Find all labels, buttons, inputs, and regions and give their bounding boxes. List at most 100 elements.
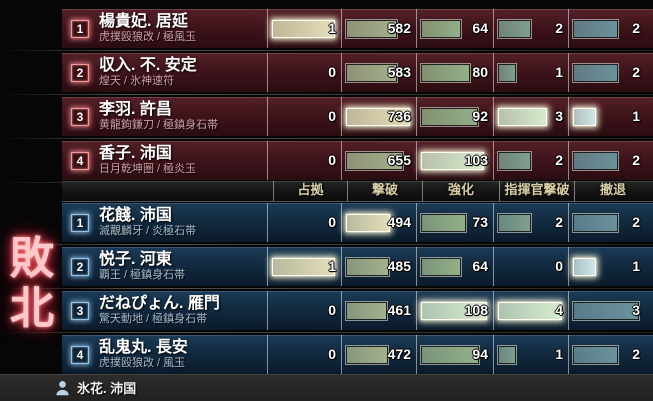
player-loadout: 虎撲殴狼改 / 風玉 [99, 357, 186, 369]
player-name: 李羽. 許昌 [99, 101, 172, 118]
stat-kills: 736 [341, 97, 416, 136]
stat-value: 0 [328, 302, 336, 318]
stat-kills: 655 [341, 141, 416, 180]
stat-retreats: 2 [568, 203, 645, 242]
stat-bar [346, 152, 403, 170]
stat-commander-kills: 0 [493, 247, 568, 286]
header-commander-kills: 指揮官撃破 [499, 181, 574, 201]
player-loadout: 日月乾坤圏 / 極炎玉 [99, 163, 197, 175]
footer-bar: 氷花. 沛国 [0, 374, 653, 401]
stat-value: 80 [472, 64, 488, 80]
stat-bar [573, 152, 618, 170]
player-result-row: 2 悦子. 河東 覇王 / 極鎮身石帯 1 485 64 0 1 [0, 247, 653, 289]
stat-enhance: 94 [416, 335, 493, 374]
stat-bar [346, 64, 397, 82]
player-loadout: 虎撲殴狼改 / 極風玉 [99, 31, 197, 43]
stat-value: 2 [555, 152, 563, 168]
stat-retreats: 2 [568, 141, 645, 180]
stat-bar [346, 302, 387, 320]
stat-bar [498, 302, 562, 320]
stat-value: 108 [464, 302, 488, 318]
stat-commander-kills: 2 [493, 203, 568, 242]
stat-enhance: 64 [416, 9, 493, 48]
stat-value: 0 [555, 258, 563, 274]
stat-capture: 1 [267, 247, 341, 286]
player-result-row: 4 乱鬼丸. 長安 虎撲殴狼改 / 風玉 0 472 94 1 2 [0, 335, 653, 377]
stat-retreats: 1 [568, 247, 645, 286]
rank-badge: 4 [71, 151, 89, 170]
player-name: 花餞. 沛国 [99, 207, 172, 224]
rank-badge: 2 [71, 257, 89, 276]
stat-capture: 0 [267, 53, 341, 92]
stat-bar [498, 346, 516, 364]
stat-value: 0 [328, 346, 336, 362]
blue-team-results: 1 花餞. 沛国 滅覯麟牙 / 炎極石帯 0 494 73 2 2 2 悦子. 河東 覇… [0, 203, 653, 377]
stat-bar [421, 20, 461, 38]
stat-value: 2 [632, 152, 640, 168]
stat-bar [421, 302, 487, 320]
stat-value: 2 [555, 20, 563, 36]
stat-bar [346, 258, 389, 276]
stat-bar [421, 346, 479, 364]
stat-retreats: 2 [568, 335, 645, 374]
stat-value: 1 [555, 346, 563, 362]
stat-kills: 582 [341, 9, 416, 48]
stat-kills: 494 [341, 203, 416, 242]
result-label-char: 敗 [10, 233, 54, 284]
player-info: 収入. 不. 安定 煌天 / 氷神速符 [99, 57, 267, 88]
player-info: 香子. 沛国 日月乾坤圏 / 極炎玉 [99, 145, 267, 176]
player-result-row: 3 李羽. 許昌 黄龍鉤鎌刀 / 極鎮身石帯 0 736 92 3 1 [0, 97, 653, 139]
player-result-row: 1 楊貴妃. 居延 虎撲殴狼改 / 極風玉 1 582 64 2 2 [0, 9, 653, 51]
stat-commander-kills: 1 [493, 53, 568, 92]
stat-capture: 1 [267, 9, 341, 48]
stat-bar [346, 20, 397, 38]
stat-bar [573, 214, 618, 232]
result-label: 敗北 [6, 234, 58, 334]
stat-enhance: 80 [416, 53, 493, 92]
stat-bar [272, 258, 335, 276]
player-loadout: 驚天動地 / 極鎮身石帯 [99, 313, 208, 325]
stat-bar [498, 20, 531, 38]
player-name: 悦子. 河東 [99, 251, 172, 268]
stat-capture: 0 [267, 141, 341, 180]
stat-value: 2 [632, 64, 640, 80]
stat-kills: 461 [341, 291, 416, 330]
player-info: 悦子. 河東 覇王 / 極鎮身石帯 [99, 251, 267, 282]
stat-bar [573, 258, 596, 276]
rank-badge: 1 [71, 19, 89, 38]
stat-value: 0 [328, 214, 336, 230]
stat-value: 2 [632, 20, 640, 36]
player-loadout: 覇王 / 極鎮身石帯 [99, 269, 186, 281]
stat-value: 0 [328, 108, 336, 124]
stat-bar [498, 108, 547, 126]
stat-retreats: 2 [568, 53, 645, 92]
player-info: 乱鬼丸. 長安 虎撲殴狼改 / 風玉 [99, 339, 267, 370]
header-enhance: 強化 [422, 181, 499, 201]
player-info: 花餞. 沛国 滅覯麟牙 / 炎極石帯 [99, 207, 267, 238]
rank-badge: 1 [71, 213, 89, 232]
stat-value: 64 [472, 258, 488, 274]
stat-bar [498, 214, 531, 232]
player-name: 乱鬼丸. 長安 [99, 339, 188, 356]
stat-commander-kills: 4 [493, 291, 568, 330]
player-loadout: 煌天 / 氷神速符 [99, 75, 175, 87]
stat-bar [421, 152, 484, 170]
stat-value: 2 [632, 214, 640, 230]
stat-bar [346, 214, 390, 232]
stat-bar [573, 108, 596, 126]
stat-value: 1 [328, 20, 336, 36]
stat-column-header: 占拠 撃破 強化 指揮官撃破 撤退 [62, 181, 653, 201]
red-team-results: 1 楊貴妃. 居延 虎撲殴狼改 / 極風玉 1 582 64 2 2 2 収入. 不. … [0, 9, 653, 183]
stat-value: 472 [387, 346, 411, 362]
stat-enhance: 92 [416, 97, 493, 136]
stat-value: 2 [632, 346, 640, 362]
stat-value: 92 [472, 108, 488, 124]
stat-retreats: 3 [568, 291, 645, 330]
stat-enhance: 108 [416, 291, 493, 330]
stat-value: 0 [328, 152, 336, 168]
header-kills: 撃破 [347, 181, 422, 201]
stat-capture: 0 [267, 291, 341, 330]
stat-bar [346, 346, 388, 364]
player-info: 楊貴妃. 居延 虎撲殴狼改 / 極風玉 [99, 13, 267, 44]
stat-value: 3 [632, 302, 640, 318]
